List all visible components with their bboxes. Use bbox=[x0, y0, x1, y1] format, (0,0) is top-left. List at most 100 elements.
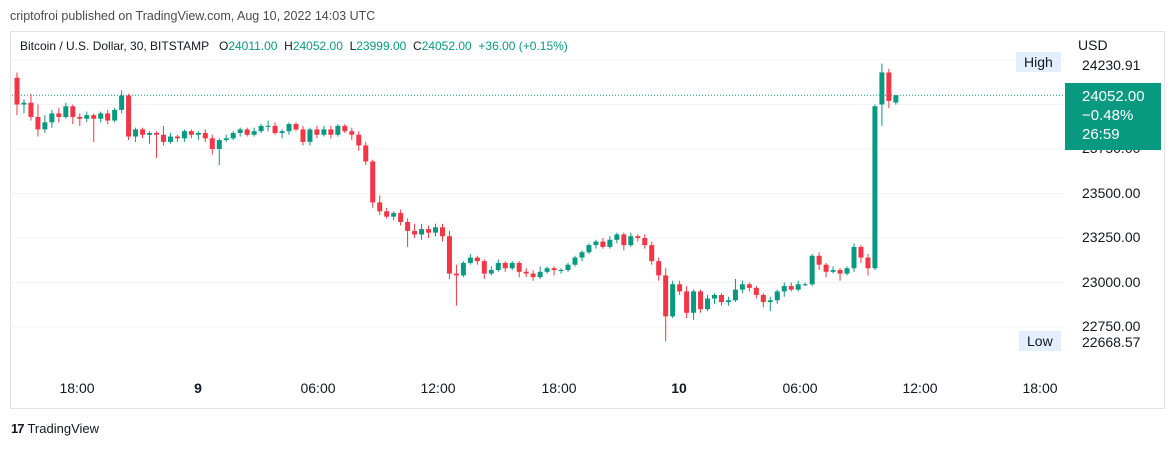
candle-body bbox=[739, 284, 745, 290]
candle-body bbox=[160, 134, 166, 142]
candle bbox=[739, 280, 745, 294]
candle-body bbox=[600, 241, 606, 247]
close-label: C bbox=[412, 39, 422, 53]
candle bbox=[551, 266, 557, 276]
candle bbox=[656, 257, 662, 281]
candle bbox=[495, 259, 501, 272]
candle-body bbox=[558, 270, 564, 272]
candle bbox=[433, 223, 438, 237]
candle-body bbox=[509, 262, 515, 269]
candle-body bbox=[649, 245, 655, 262]
symbol-title: Bitcoin / U.S. Dollar, 30, BITSTAMP bbox=[20, 39, 209, 53]
candle-body bbox=[251, 131, 257, 135]
candle-body bbox=[698, 291, 704, 310]
candle-body bbox=[112, 109, 118, 121]
candle-body bbox=[286, 124, 292, 132]
low-value-label: 22668.57 bbox=[1082, 334, 1141, 350]
candle bbox=[349, 127, 355, 141]
candle bbox=[670, 280, 676, 319]
candle-series bbox=[14, 63, 899, 342]
candle-body bbox=[77, 116, 83, 119]
candle-body bbox=[363, 145, 369, 162]
candle-body bbox=[537, 271, 543, 278]
candle-body bbox=[314, 129, 320, 135]
candle bbox=[112, 108, 118, 123]
candle bbox=[342, 124, 348, 133]
last-price-badge: 24052.00 −0.48% 26:59 bbox=[1065, 83, 1161, 150]
candle bbox=[621, 232, 627, 251]
candle bbox=[453, 264, 459, 306]
candle-body bbox=[453, 273, 459, 276]
candle-body bbox=[42, 122, 48, 130]
candle-body bbox=[140, 129, 146, 135]
candle bbox=[154, 131, 159, 158]
candle bbox=[795, 280, 801, 292]
candle-body bbox=[209, 138, 215, 149]
candle bbox=[628, 232, 634, 247]
candle-body bbox=[63, 106, 69, 117]
candle-body bbox=[188, 131, 194, 135]
candle bbox=[405, 218, 411, 247]
candle-body bbox=[656, 261, 662, 276]
candle bbox=[509, 261, 515, 271]
candle-body bbox=[495, 262, 501, 271]
candle bbox=[419, 223, 425, 240]
candle bbox=[760, 293, 766, 308]
candle-body bbox=[635, 236, 641, 238]
candle bbox=[370, 159, 376, 208]
last-price-value: 24052.00 bbox=[1082, 88, 1145, 105]
candle-body bbox=[370, 161, 376, 203]
time-tick-label: 06:00 bbox=[782, 380, 818, 396]
candle bbox=[865, 254, 871, 276]
candle bbox=[718, 293, 724, 306]
candle bbox=[398, 209, 404, 226]
candle bbox=[412, 223, 418, 238]
candle bbox=[98, 111, 104, 123]
candle-body bbox=[481, 261, 487, 274]
candle bbox=[642, 234, 648, 249]
candle-body bbox=[300, 129, 306, 142]
candle-body bbox=[244, 129, 250, 135]
candle bbox=[14, 72, 20, 116]
candle-body bbox=[767, 300, 773, 303]
candle bbox=[732, 278, 738, 303]
candle-body bbox=[760, 294, 766, 303]
symbol-legend: Bitcoin / U.S. Dollar, 30, BITSTAMP O240… bbox=[20, 39, 568, 53]
candle bbox=[202, 129, 208, 142]
candle-body bbox=[858, 246, 864, 258]
candle-body bbox=[516, 262, 522, 272]
candle bbox=[63, 102, 69, 119]
candle-body bbox=[446, 236, 452, 274]
candle bbox=[537, 266, 543, 279]
candle-body bbox=[607, 239, 613, 247]
candle bbox=[181, 129, 187, 142]
candle-body bbox=[265, 125, 271, 127]
candle-body bbox=[572, 257, 578, 265]
candle-body bbox=[230, 132, 236, 139]
candle-body bbox=[837, 270, 843, 274]
candle bbox=[893, 95, 899, 105]
candle bbox=[321, 125, 327, 137]
time-tick-label: 12:00 bbox=[902, 380, 938, 396]
low-value: 23999.00 bbox=[356, 39, 407, 53]
candle bbox=[844, 266, 850, 276]
candle bbox=[335, 124, 341, 137]
candle-body bbox=[147, 132, 153, 135]
candle bbox=[614, 232, 620, 244]
candle bbox=[774, 289, 780, 304]
candle bbox=[28, 93, 34, 121]
time-tick-label: 12:00 bbox=[420, 380, 456, 396]
candle bbox=[816, 252, 822, 271]
candle bbox=[258, 124, 264, 133]
candle-body bbox=[565, 264, 571, 271]
candle bbox=[837, 268, 843, 281]
high-value-label: 24230.91 bbox=[1082, 57, 1141, 73]
candle-body bbox=[98, 113, 104, 119]
candle bbox=[712, 293, 717, 304]
candle-body bbox=[691, 291, 697, 313]
candle-body bbox=[419, 229, 425, 235]
candle bbox=[133, 127, 139, 142]
candle bbox=[91, 113, 97, 142]
tradingview-logo[interactable]: 17 TradingView bbox=[11, 421, 99, 436]
